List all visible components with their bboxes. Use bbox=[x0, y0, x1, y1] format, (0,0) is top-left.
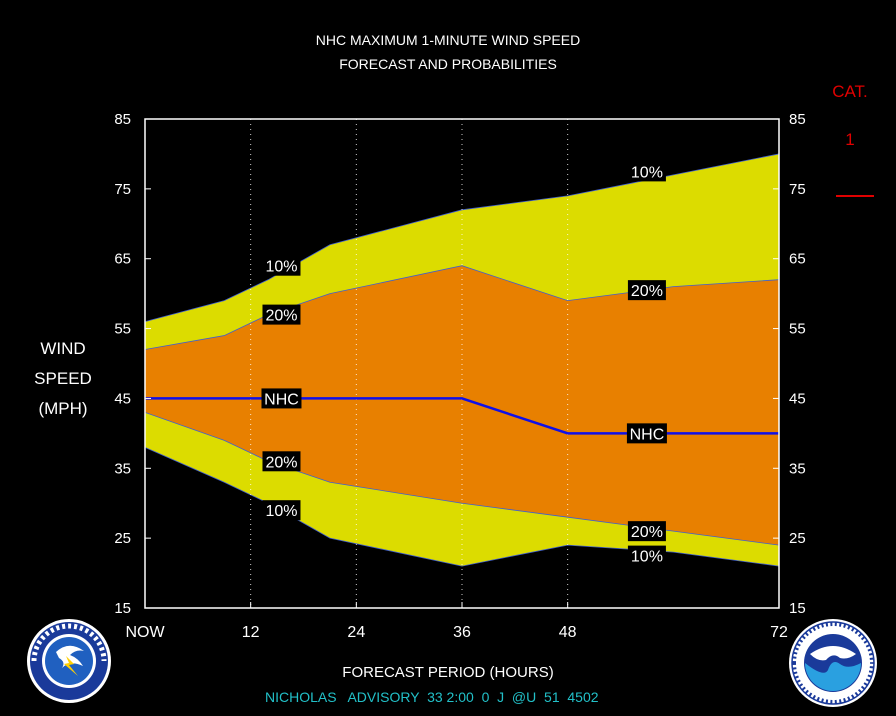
xtick-label: 72 bbox=[770, 624, 788, 641]
band-label: 10% bbox=[265, 503, 297, 520]
label-bg bbox=[261, 388, 302, 409]
ylabel-line2: SPEED bbox=[34, 369, 92, 388]
ytick-label-right: 45 bbox=[789, 390, 806, 407]
band-20-percent bbox=[145, 265, 779, 546]
ytick-label-right: 35 bbox=[789, 460, 806, 477]
band-label: NHC bbox=[264, 391, 299, 408]
ytick-label-left: 75 bbox=[114, 181, 131, 198]
band-label: 20% bbox=[631, 283, 663, 300]
ytick-label-right: 55 bbox=[789, 321, 806, 338]
ytick-label-left: 55 bbox=[114, 321, 131, 338]
xtick-label: 36 bbox=[453, 624, 471, 641]
chart-title-line2: FORECAST AND PROBABILITIES bbox=[339, 56, 557, 72]
label-bg bbox=[627, 521, 666, 542]
ytick-label-right: 65 bbox=[789, 251, 806, 268]
ytick-label-left: 35 bbox=[114, 460, 131, 477]
ytick-label-right: 75 bbox=[789, 181, 806, 198]
label-bg bbox=[262, 500, 301, 521]
ylabel-line1: WIND bbox=[40, 339, 86, 358]
label-bg bbox=[626, 423, 667, 444]
label-bg bbox=[627, 161, 666, 182]
band-label: 10% bbox=[265, 259, 297, 276]
chart-title-line1: NHC MAXIMUM 1-MINUTE WIND SPEED bbox=[315, 32, 581, 48]
nws-logo bbox=[27, 619, 111, 703]
xaxis-title: FORECAST PERIOD (HOURS) bbox=[342, 664, 554, 681]
ylabel-line3: (MPH) bbox=[38, 399, 88, 418]
label-bg bbox=[262, 451, 301, 472]
label-bg bbox=[262, 255, 301, 276]
ytick-label-left: 85 bbox=[114, 111, 131, 128]
ytick-label-left: 15 bbox=[114, 600, 131, 617]
band-label: 10% bbox=[631, 164, 663, 181]
band-label: 20% bbox=[265, 308, 297, 325]
xtick-label: NOW bbox=[125, 624, 165, 641]
noaa-logo bbox=[789, 619, 877, 707]
label-bg bbox=[262, 304, 301, 325]
band-label: 20% bbox=[265, 454, 297, 471]
xtick-label: 24 bbox=[347, 624, 365, 641]
label-bg bbox=[627, 545, 666, 566]
ytick-label-left: 45 bbox=[114, 390, 131, 407]
ytick-label-left: 25 bbox=[114, 530, 131, 547]
category-line bbox=[836, 195, 874, 197]
ytick-label-right: 85 bbox=[789, 111, 806, 128]
band-label: NHC bbox=[630, 426, 665, 443]
ytick-label-left: 65 bbox=[114, 251, 131, 268]
advisory-text: NICHOLAS ADVISORY 33 2:00 0 J @U 51 4502 bbox=[265, 689, 599, 705]
band-label: 10% bbox=[631, 549, 663, 566]
xtick-label: 48 bbox=[559, 624, 577, 641]
category-value: 1 bbox=[845, 130, 855, 149]
ytick-label-right: 15 bbox=[789, 600, 806, 617]
label-bg bbox=[627, 280, 666, 301]
xtick-label: 12 bbox=[242, 624, 260, 641]
category-label: CAT. bbox=[832, 82, 868, 101]
band-label: 20% bbox=[631, 524, 663, 541]
ytick-label-right: 25 bbox=[789, 530, 806, 547]
